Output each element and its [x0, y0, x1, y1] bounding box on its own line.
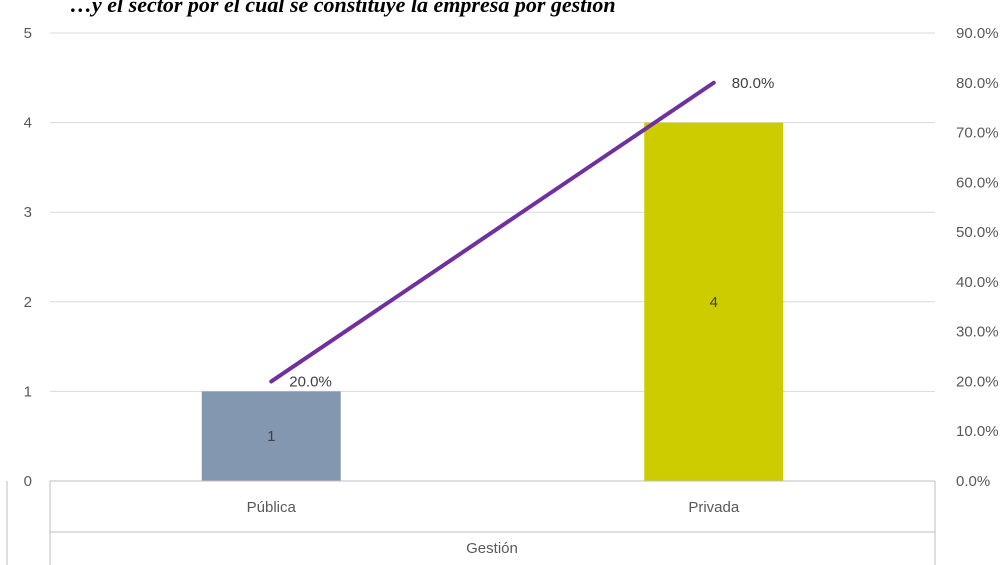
bar-labels: 14 — [267, 294, 718, 445]
bars — [201, 122, 784, 481]
percent-line — [269, 80, 716, 384]
category-axis: Pública Privada — [6, 480, 936, 565]
line-point — [270, 380, 272, 382]
y2-tick-label: 0.0% — [956, 473, 990, 490]
y2-tick-label: 20.0% — [956, 373, 999, 390]
y-tick-label: 1 — [24, 383, 32, 400]
y-tick-label: 5 — [24, 25, 32, 42]
bar-value-label: 4 — [710, 294, 718, 311]
y2-tick-label: 30.0% — [956, 324, 999, 341]
gridlines — [50, 32, 935, 482]
line-value-label: 20.0% — [289, 373, 332, 390]
y2-tick-label: 50.0% — [956, 224, 999, 241]
y-tick-label: 4 — [24, 115, 32, 132]
y2-tick-label: 60.0% — [956, 174, 999, 191]
y2-tick-label: 40.0% — [956, 274, 999, 291]
line-point — [713, 82, 715, 84]
percent-labels: 20.0% 80.0% — [289, 75, 774, 391]
left-axis-ticks: 0 1 2 3 4 5 — [24, 25, 32, 490]
right-axis-ticks: 0.0% 10.0% 20.0% 30.0% 40.0% 50.0% 60.0% 70.0% 8… — [956, 25, 999, 490]
cropped-caption: …y el sector por el cual se constituye l… — [70, 0, 616, 17]
bar — [201, 391, 341, 481]
bar — [644, 122, 784, 481]
percent-line-path — [269, 80, 716, 384]
bar-value-label: 1 — [267, 428, 275, 445]
y2-tick-label: 90.0% — [956, 25, 999, 42]
y2-tick-label: 70.0% — [956, 125, 999, 142]
x-tick-label: Pública — [247, 499, 297, 516]
y2-tick-label: 10.0% — [956, 423, 999, 440]
y-tick-label: 3 — [24, 204, 32, 221]
line-value-label: 80.0% — [732, 75, 775, 92]
y-tick-label: 2 — [24, 294, 32, 311]
y-tick-label: 0 — [24, 473, 32, 490]
y2-tick-label: 80.0% — [956, 75, 999, 92]
x-tick-label: Privada — [688, 499, 740, 516]
x-axis-title: Gestión — [466, 540, 518, 557]
